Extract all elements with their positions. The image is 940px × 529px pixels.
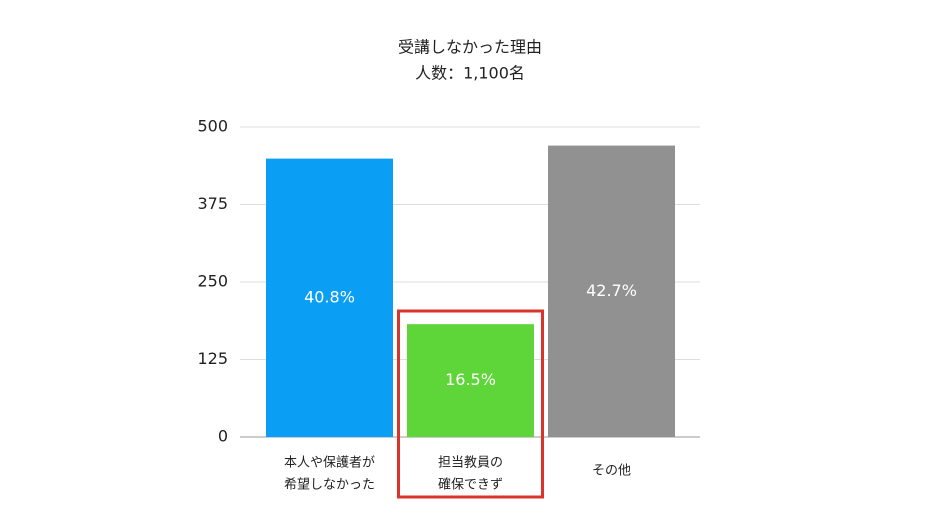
bar-share-label: 16.5% [445, 370, 496, 389]
bar-share-label: 40.8% [304, 287, 355, 306]
x-tick-label: 本人や保護者が [284, 455, 375, 471]
highlight-box [397, 309, 544, 499]
y-tick-label: 500 [197, 117, 228, 136]
y-tick-label: 0 [218, 427, 228, 446]
bar [407, 324, 534, 437]
y-tick-label: 125 [197, 349, 228, 368]
y-tick-label: 375 [197, 194, 228, 213]
y-tick-label: 250 [197, 272, 228, 291]
x-tick-label: 希望しなかった [284, 477, 375, 493]
x-tick-label: 確保できず [438, 477, 503, 493]
chart-subtitle: 人数：1,100名 [415, 64, 525, 83]
chart-title: 受講しなかった理由 [398, 38, 542, 57]
x-tick-label: 担当教員の [438, 455, 503, 471]
bar [548, 145, 675, 437]
x-tick-label: その他 [592, 464, 631, 479]
bar [266, 158, 393, 437]
bar-share-label: 42.7% [586, 281, 637, 300]
